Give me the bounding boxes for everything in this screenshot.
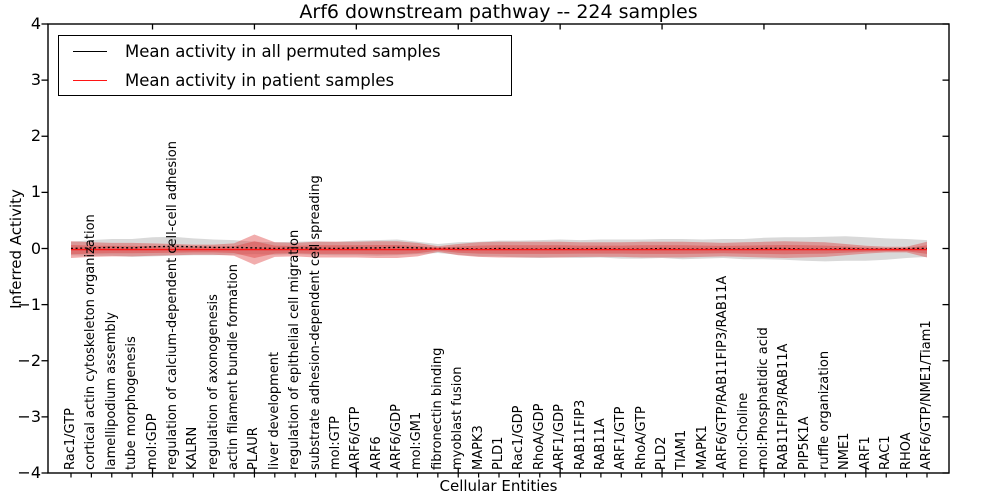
x-tick-label: ARF1 xyxy=(857,436,873,470)
x-tick-label: RAC1 xyxy=(878,435,894,470)
x-tick-label: ruffle organization xyxy=(817,350,833,470)
x-tick-label: regulation of calcium-dependent cell-cel… xyxy=(164,141,180,470)
x-tick-label: ARF6/GTP/RAB11FIP3/RAB11A xyxy=(715,275,731,470)
legend-line-permuted-icon xyxy=(73,50,107,52)
legend-item-permuted: Mean activity in all permuted samples xyxy=(59,37,511,65)
x-tick-label: mol:GDP xyxy=(144,413,160,470)
x-tick-label: mol:Phosphatidic acid xyxy=(755,327,771,470)
x-tick-label: RAB11FIP3 xyxy=(572,399,588,470)
y-tick-label: 4 xyxy=(30,14,41,33)
x-tick-label: MAPK1 xyxy=(694,425,710,470)
x-tick-label: RhoA/GDP xyxy=(531,403,547,470)
x-tick-label: PLD1 xyxy=(491,436,506,470)
x-tick-label: PLAUR xyxy=(246,427,262,470)
x-tick-label: mol:Choline xyxy=(735,392,751,470)
x-tick-label: ARF6/GDP xyxy=(389,404,405,470)
x-axis-title: Cellular Entities xyxy=(439,477,558,495)
y-tick-label: 0 xyxy=(30,238,41,258)
x-tick-label: NME1 xyxy=(837,432,853,470)
legend: Mean activity in all permuted samples Me… xyxy=(58,35,512,96)
x-tick-label: mol:GTP xyxy=(327,416,343,470)
x-tick-label: RHOA xyxy=(898,432,914,470)
y-tick-label: −1 xyxy=(17,294,41,314)
x-tick-label: regulation of epithelial cell migration xyxy=(287,229,303,470)
x-tick-label: substrate adhesion-dependent cell spread… xyxy=(307,175,323,470)
legend-line-patient-icon xyxy=(73,79,107,81)
x-tick-label: ARF6/GTP/NME1/Tiam1 xyxy=(919,320,934,470)
permuted-mean-line xyxy=(70,245,927,250)
x-tick-label: TIAM1 xyxy=(674,429,690,470)
legend-label-permuted: Mean activity in all permuted samples xyxy=(125,41,441,61)
x-tick-label: actin filament bundle formation xyxy=(226,264,242,470)
x-tick-label: Rac1/GDP xyxy=(511,405,527,470)
x-tick-label: MAPK3 xyxy=(470,425,486,470)
x-tick-label: ARF6/GTP xyxy=(348,406,364,470)
x-tick-label: tube morphogenesis xyxy=(124,336,140,470)
x-tick-label: regulation of axonogenesis xyxy=(205,294,221,470)
y-tick-label: −3 xyxy=(17,406,41,426)
x-tick-label: fibronectin binding xyxy=(429,347,445,470)
patient-mean-line xyxy=(71,248,927,251)
x-tick-label: mol:GM1 xyxy=(409,411,425,470)
y-tick-label: −2 xyxy=(17,350,41,370)
x-tick-label: cortical actin cytoskeleton organization xyxy=(83,214,99,470)
y-tick-label: −4 xyxy=(17,463,41,482)
x-tick-label: ARF6 xyxy=(368,436,384,470)
x-tick-label: RAB11A xyxy=(592,418,608,470)
x-tick-label: myoblast fusion xyxy=(450,366,466,470)
x-tick-label: PLD2 xyxy=(654,436,670,470)
y-tick-label: 2 xyxy=(30,126,41,146)
x-tick-label: PIP5K1A xyxy=(796,416,812,470)
x-tick-label: ARF1/GTP xyxy=(613,406,629,470)
x-tick-label: RhoA/GTP xyxy=(633,406,649,470)
x-tick-label: liver development xyxy=(266,351,282,470)
legend-item-patient: Mean activity in patient samples xyxy=(59,66,511,94)
legend-label-patient: Mean activity in patient samples xyxy=(125,70,395,90)
y-tick-label: 3 xyxy=(30,70,41,90)
x-tick-label: Rac1/GTP xyxy=(63,408,78,470)
chart-title: Arf6 downstream pathway -- 224 samples xyxy=(299,1,698,23)
x-tick-label: RAB11FIP3/RAB11A xyxy=(776,343,792,470)
x-tick-label: ARF1/GDP xyxy=(552,404,568,470)
x-tick-label: KALRN xyxy=(185,426,201,470)
y-tick-label: 1 xyxy=(30,182,41,202)
x-tick-label: lamellipodium assembly xyxy=(103,312,119,470)
